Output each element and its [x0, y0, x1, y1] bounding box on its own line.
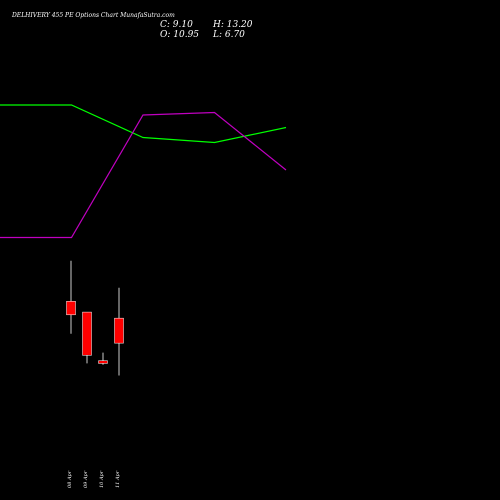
open-readout: O: 10.95 [160, 30, 200, 40]
candle-body-2 [82, 311, 92, 356]
x-tick-label-2: 09 Apr [83, 470, 89, 488]
x-tick-label-1: 08 Apr [67, 470, 73, 488]
indicator-line-1 [0, 104, 287, 144]
low-readout: L: 6.70 [213, 30, 245, 40]
x-tick-label-3: 10 Apr [99, 470, 105, 488]
close-readout: C: 9.10 [160, 20, 193, 30]
candle-body-3 [98, 360, 108, 364]
candle-body-1 [66, 301, 76, 316]
candle-body-4 [114, 317, 124, 344]
x-tick-label-4: 11 Apr [115, 470, 121, 488]
indicator-line-2 [0, 111, 287, 239]
chart-title: DELHIVERY 455 PE Options Chart MunafaSut… [12, 12, 175, 19]
high-readout: H: 13.20 [213, 20, 253, 30]
